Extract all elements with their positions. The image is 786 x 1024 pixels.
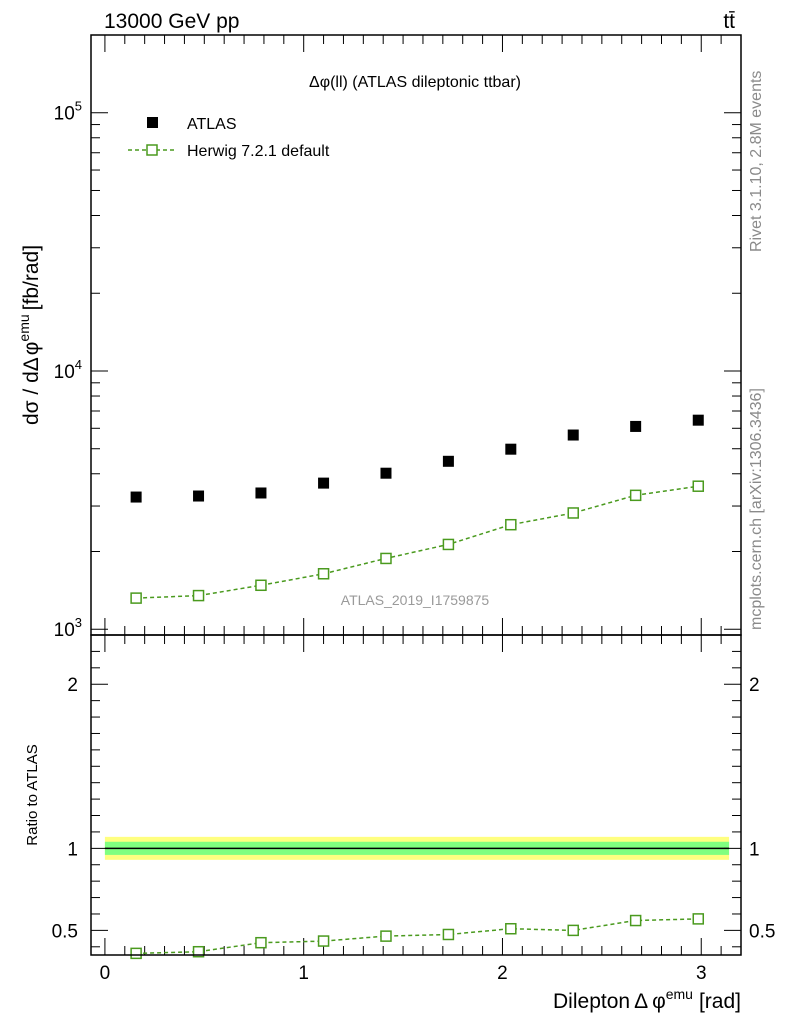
- ratio-ytick-label: 2: [67, 675, 78, 696]
- legend-herwig-marker: [146, 144, 158, 156]
- ratio-xtick-label: 0: [100, 963, 111, 984]
- herwig-point: [192, 589, 205, 602]
- atlas-point: [193, 490, 205, 502]
- ratio-xlabel-unit: [rad]: [699, 990, 741, 1013]
- herwig-point: [567, 507, 579, 519]
- ratio-ytick-label-right: 0.5: [749, 921, 775, 942]
- main-panel: 103 104 105 Δφ(ll) (ATLAS dileptonic ttbar…: [16, 34, 742, 641]
- herwig-point: [692, 480, 705, 492]
- atlas-point: [380, 467, 392, 479]
- ratio-ytick-label-right: 1: [749, 839, 760, 860]
- rivet-label: Rivet 3.1.10, 2.8M events: [748, 71, 765, 252]
- ratio-xlabel-main: Dilepton: [553, 990, 630, 1013]
- atlas-point: [318, 477, 330, 489]
- herwig-point: [130, 592, 142, 604]
- watermark: ATLAS_2019_I1759875: [341, 592, 490, 608]
- ratio-herwig-point: [692, 913, 705, 925]
- ratio-ticks: 0.5 0.5 1 1 2 2 0 1 2 3: [52, 634, 775, 984]
- main-ylabel-delta: Δ: [20, 357, 43, 371]
- main-ytick-label: 103: [54, 615, 82, 641]
- ratio-xlabel-sup: emu: [666, 986, 693, 1002]
- ratio-xlabel-phi: φ: [652, 990, 666, 1013]
- ratio-ylabel: Ratio to ATLAS: [24, 744, 41, 845]
- legend-atlas-label: ATLAS: [187, 116, 237, 133]
- process-label: tt̄: [723, 10, 735, 33]
- ratio-herwig-point: [317, 935, 330, 947]
- herwig-point: [629, 489, 642, 502]
- main-ylabel-sup: emu: [16, 314, 32, 341]
- main-ylabel-unit: [fb/rad]: [20, 245, 43, 310]
- atlas-point: [255, 487, 267, 499]
- main-ytick-label: 104: [54, 357, 82, 383]
- herwig-point: [317, 568, 330, 580]
- mcplots-label: mcplots.cern.ch [arXiv:1306.3436]: [748, 388, 765, 630]
- ratio-herwig-point: [192, 945, 205, 958]
- ratio-series: [130, 913, 705, 960]
- legend-herwig-label: Herwig 7.2.1 default: [187, 143, 330, 160]
- ratio-xtick-label: 2: [497, 963, 508, 984]
- ratio-xlabel-delta: Δ: [634, 990, 648, 1013]
- herwig-point: [255, 579, 267, 592]
- main-ylabel: dσ / dΔφemu [fb/rad]: [16, 245, 43, 425]
- ratio-frame: [90, 634, 742, 956]
- ratio-ytick-label: 1: [67, 839, 78, 860]
- main-title: Δφ(ll) (ATLAS dileptonic ttbar): [309, 74, 521, 91]
- legend-atlas-marker: [147, 117, 158, 128]
- ratio-herwig-point: [629, 914, 642, 927]
- herwig-point: [380, 552, 392, 565]
- herwig-line: [136, 485, 699, 599]
- herwig-point: [505, 518, 517, 531]
- ratio-ytick-label: 0.5: [52, 921, 78, 942]
- ratio-bands: [104, 836, 730, 860]
- atlas-point: [442, 455, 454, 467]
- ratio-herwig-point: [255, 936, 267, 949]
- ratio-herwig-point: [567, 924, 579, 937]
- ratio-herwig-point: [130, 947, 142, 960]
- atlas-point: [567, 429, 579, 441]
- atlas-point: [505, 443, 517, 455]
- atlas-point: [130, 491, 142, 503]
- atlas-point: [630, 420, 642, 432]
- main-ylabel-phi: φ: [20, 342, 43, 356]
- legend: ATLAS Herwig 7.2.1 default: [128, 116, 330, 160]
- ratio-herwig-point: [505, 922, 517, 935]
- main-ylabel-main: dσ / d: [20, 371, 43, 425]
- ratio-herwig-line: [136, 918, 699, 955]
- ratio-ytick-label-right: 2: [749, 675, 760, 696]
- herwig-point: [442, 538, 455, 551]
- ratio-herwig-point: [442, 928, 455, 941]
- ratio-xtick-label: 1: [298, 963, 309, 984]
- energy-label: 13000 GeV pp: [104, 10, 239, 33]
- main-ticks: 103 104 105: [54, 34, 742, 641]
- atlas-point: [692, 414, 704, 426]
- ratio-herwig-point: [380, 930, 392, 942]
- ratio-xtick-label: 3: [696, 963, 707, 984]
- main-ytick-label: 105: [54, 99, 82, 125]
- main-series: [130, 414, 705, 604]
